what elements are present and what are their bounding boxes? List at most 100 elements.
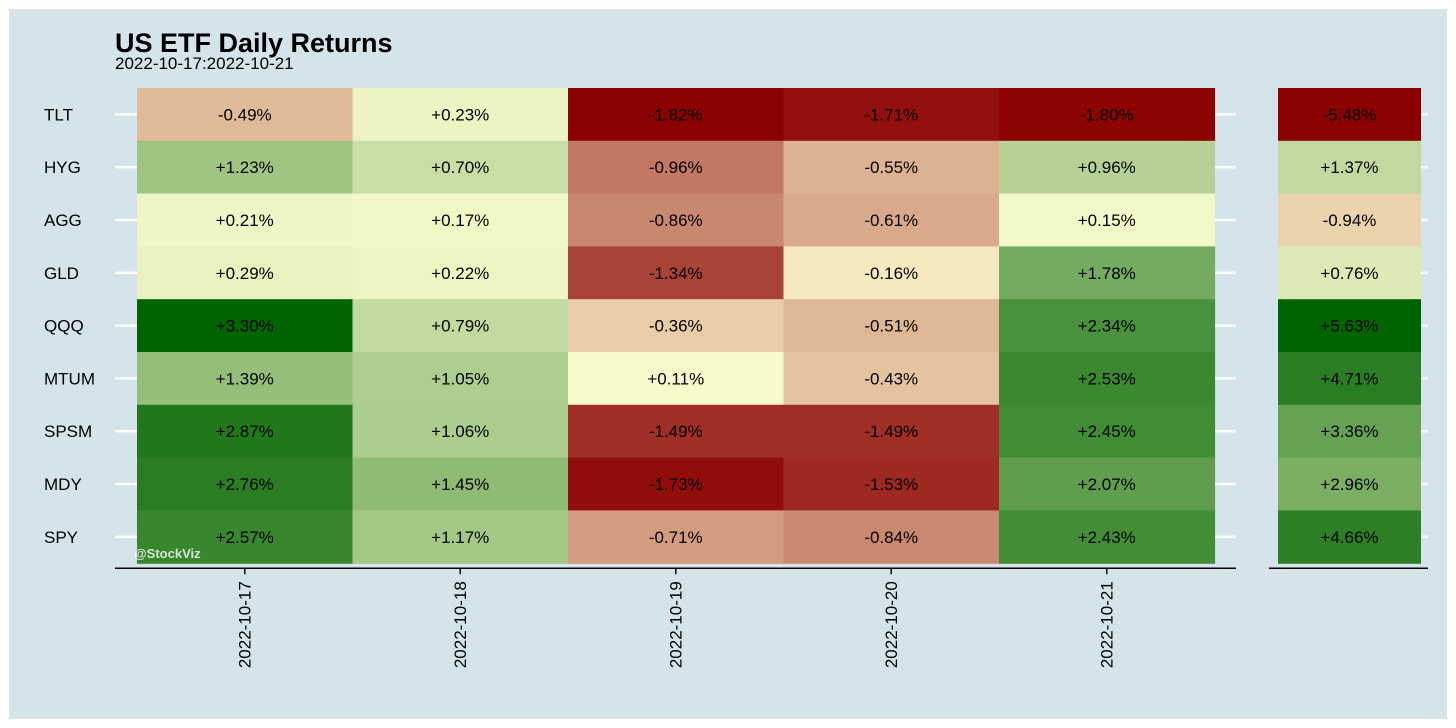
heatmap-cell [137, 352, 354, 406]
heatmap-cell [352, 510, 569, 564]
cumulative-label: +5.63% [1320, 317, 1378, 336]
cell-label: +1.06% [431, 422, 489, 441]
cumulative-cell [1278, 193, 1421, 247]
cell-label: -1.49% [864, 422, 918, 441]
cumulative-cell [1278, 88, 1421, 142]
cell-label: -0.55% [864, 158, 918, 177]
cell-label: -0.36% [649, 317, 703, 336]
heatmap-cell [999, 140, 1216, 195]
heatmap-cell [568, 404, 785, 459]
cell-label: +2.53% [1078, 369, 1136, 388]
heatmap-cell [783, 88, 1000, 142]
heatmap-cell [137, 299, 354, 353]
chart-subtitle: 2022-10-17:2022-10-21 [115, 54, 294, 73]
heatmap-cell [999, 404, 1216, 459]
heatmap-cell [352, 404, 569, 459]
heatmap-cell [568, 88, 785, 142]
cumulative-cell [1278, 299, 1421, 353]
cell-label: -0.49% [218, 105, 272, 124]
cell-label: +2.76% [216, 475, 274, 494]
cell-label: -1.73% [649, 475, 703, 494]
cell-label: -0.51% [864, 317, 918, 336]
cumulative-cell [1278, 140, 1421, 195]
cell-label: +1.23% [216, 158, 274, 177]
cumulative-cell [1278, 457, 1421, 511]
y-tick-label: SPY [44, 528, 78, 547]
y-tick-label: TLT [44, 105, 73, 124]
cumulative-label: +1.37% [1320, 158, 1378, 177]
heatmap-cell [999, 457, 1216, 511]
heatmap-cell [568, 352, 785, 406]
cumulative-cell [1278, 404, 1421, 459]
cell-label: +0.29% [216, 264, 274, 283]
cell-label: -1.71% [864, 105, 918, 124]
heatmap-cell [137, 140, 354, 195]
cumulative-cell [1278, 246, 1421, 300]
cumulative-label: +0.76% [1320, 264, 1378, 283]
cell-label: +3.30% [216, 317, 274, 336]
heatmap-cell [137, 404, 354, 459]
cumulative-label: +4.66% [1320, 528, 1378, 547]
cumulative-cell [1278, 352, 1421, 406]
heatmap-cell [999, 352, 1216, 406]
heatmap-cell [783, 193, 1000, 247]
cell-label: +1.45% [431, 475, 489, 494]
heatmap-cell [137, 457, 354, 511]
cell-label: -0.86% [649, 211, 703, 230]
y-tick-label: SPSM [44, 422, 92, 441]
cell-label: -1.80% [1080, 105, 1134, 124]
heatmap-cell [783, 510, 1000, 564]
y-tick-label: MDY [44, 475, 82, 494]
cell-label: -0.43% [864, 369, 918, 388]
heatmap-cell [137, 193, 354, 247]
cell-label: +0.15% [1078, 211, 1136, 230]
cell-label: +2.87% [216, 422, 274, 441]
heatmap-cell [352, 246, 569, 300]
cell-label: +2.34% [1078, 317, 1136, 336]
x-tick-label: 2022-10-21 [1098, 581, 1117, 668]
x-tick-label: 2022-10-17 [236, 581, 255, 668]
cell-label: -0.84% [864, 528, 918, 547]
x-tick-label: 2022-10-19 [667, 581, 686, 668]
cell-label: +0.11% [647, 369, 704, 388]
y-tick-label: AGG [44, 211, 82, 230]
cell-label: +0.17% [431, 211, 489, 230]
heatmap-cell [137, 88, 354, 142]
cell-label: +0.21% [216, 211, 274, 230]
cumulative-label: -5.48% [1323, 105, 1377, 124]
cell-label: +0.22% [431, 264, 489, 283]
y-tick-label: QQQ [44, 317, 84, 336]
cell-label: +0.23% [431, 105, 489, 124]
cell-label: +2.43% [1078, 528, 1136, 547]
heatmap-cell [568, 193, 785, 247]
cumulative-label: -0.94% [1323, 211, 1377, 230]
cell-label: -0.16% [864, 264, 918, 283]
cell-label: -1.49% [649, 422, 703, 441]
cumulative-cell [1278, 510, 1421, 564]
cell-label: +2.57% [216, 528, 274, 547]
cell-label: +1.05% [431, 369, 489, 388]
x-tick-label: 2022-10-18 [451, 581, 470, 668]
watermark: @StockViz [134, 546, 201, 561]
cell-label: -1.82% [649, 105, 703, 124]
heatmap-cell [352, 140, 569, 195]
cumulative-label: +3.36% [1320, 422, 1378, 441]
heatmap-cell [783, 299, 1000, 353]
heatmap-cell [999, 246, 1216, 300]
cell-label: +2.45% [1078, 422, 1136, 441]
heatmap-cell [783, 246, 1000, 300]
heatmap-cell [568, 140, 785, 195]
cell-label: -1.53% [864, 475, 918, 494]
cumulative-label: +2.96% [1320, 475, 1378, 494]
heatmap-cell [568, 457, 785, 511]
cell-label: +2.07% [1078, 475, 1136, 494]
cell-label: +1.39% [216, 369, 274, 388]
heatmap-cell [999, 88, 1216, 142]
y-tick-label: MTUM [44, 369, 95, 388]
heatmap-cell [352, 352, 569, 406]
cumulative-label: +4.71% [1320, 369, 1378, 388]
heatmap-cell [352, 457, 569, 511]
heatmap-cell [783, 140, 1000, 195]
heatmap-cell [783, 352, 1000, 406]
